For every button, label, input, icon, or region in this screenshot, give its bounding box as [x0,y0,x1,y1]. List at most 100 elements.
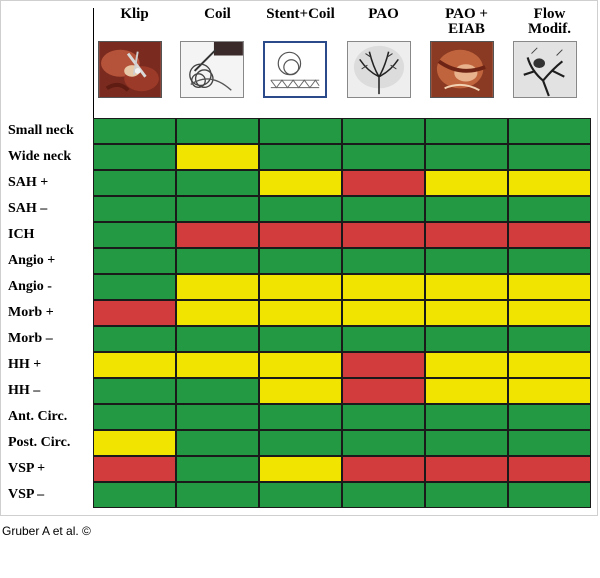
rating-cell [425,456,508,482]
rating-cell [508,274,591,300]
row-label-vsp-plus: VSP + [8,461,46,476]
rating-cell [93,456,176,482]
rating-cell [508,456,591,482]
rating-cell [176,196,259,222]
row-label-small-neck: Small neck [8,123,74,138]
credit-line: Gruber A et al. © [2,524,91,538]
rating-cell [176,170,259,196]
rating-cell [508,170,591,196]
rating-cell [259,482,342,508]
row-label-vsp-minus: VSP – [8,487,45,502]
rating-cell [508,352,591,378]
rating-cell [342,300,425,326]
rating-cell [176,300,259,326]
rating-cell [508,378,591,404]
column-header-klip: Klip [120,6,149,22]
row-label-angio-minus: Angio - [8,279,52,294]
rating-cell [342,404,425,430]
rating-cell [259,378,342,404]
rating-cell [342,248,425,274]
rating-cell [342,144,425,170]
rating-cell [93,222,176,248]
row-label-hh-minus: HH – [8,383,41,398]
row-label-ich: ICH [8,227,35,242]
rating-cell [425,378,508,404]
figure-frame [0,0,598,516]
rating-cell [508,144,591,170]
rating-cell [259,196,342,222]
row-label-ant-circ: Ant. Circ. [8,409,68,424]
rating-cell [342,118,425,144]
rating-cell [425,196,508,222]
rating-cell [176,144,259,170]
rating-cell [425,482,508,508]
column-header-pao-eiab: PAO + EIAB [445,6,488,37]
coil-drawing [180,41,244,98]
rating-cell [93,144,176,170]
rating-cell [259,170,342,196]
rating-cell [342,378,425,404]
rating-cell [176,352,259,378]
rating-cell [425,326,508,352]
rating-cell [425,170,508,196]
row-label-wide-neck: Wide neck [8,149,72,164]
rating-cell [93,430,176,456]
rating-cell [93,118,176,144]
row-label-post-circ: Post. Circ. [8,435,71,450]
rating-cell [508,482,591,508]
rating-cell [176,456,259,482]
rating-cell [259,352,342,378]
rating-cell [508,196,591,222]
rating-cell [259,326,342,352]
rating-cell [508,248,591,274]
rating-cell [176,326,259,352]
rating-cell [425,118,508,144]
row-label-hh-plus: HH + [8,357,42,372]
rating-cell [508,118,591,144]
rating-cell [425,404,508,430]
rating-cell [176,404,259,430]
rating-cell [93,300,176,326]
rating-cell [425,248,508,274]
rating-cell [425,352,508,378]
rating-cell [176,248,259,274]
rating-cell [259,456,342,482]
rating-cell [508,430,591,456]
surgical-clip-photo [98,41,162,98]
row-label-morb-minus: Morb – [8,331,53,346]
rating-cell [259,248,342,274]
rating-cell [342,326,425,352]
rating-cell [425,144,508,170]
column-header-coil: Coil [204,6,231,22]
rating-cell [93,248,176,274]
rating-cell [259,118,342,144]
rating-cell [93,482,176,508]
row-label-angio-plus: Angio + [8,253,56,268]
rating-cell [93,274,176,300]
rating-cell [93,404,176,430]
rating-cell [425,300,508,326]
row-label-morb-plus: Morb + [8,305,54,320]
rating-cell [508,300,591,326]
rating-cell [259,222,342,248]
rating-cell [93,196,176,222]
rating-cell [259,144,342,170]
row-label-sah-plus: SAH + [8,175,49,190]
rating-cell [93,378,176,404]
rating-cell [176,482,259,508]
rating-cell [259,300,342,326]
rating-cell [176,274,259,300]
rating-cell [342,170,425,196]
rating-cell [508,222,591,248]
rating-cell [342,274,425,300]
rating-cell [508,326,591,352]
rating-cell [259,430,342,456]
rating-cell [425,222,508,248]
rating-cell [93,326,176,352]
rating-cell [176,222,259,248]
header-divider [93,8,94,118]
rating-cell [425,430,508,456]
rating-cell [259,404,342,430]
rating-cell [425,274,508,300]
bypass-surgery-photo [430,41,494,98]
